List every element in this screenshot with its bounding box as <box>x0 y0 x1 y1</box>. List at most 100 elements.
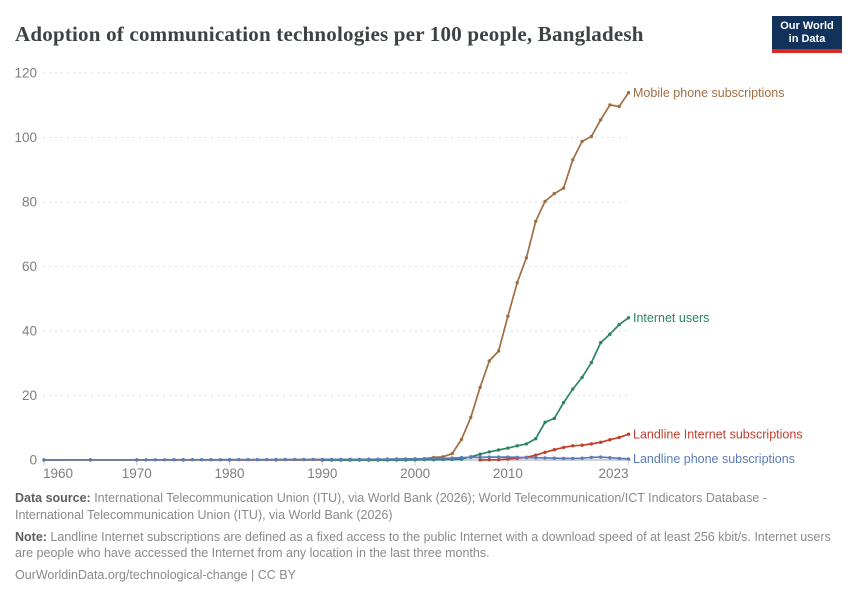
series-label-internet-users[interactable]: Internet users <box>633 311 709 325</box>
series-point <box>283 457 287 462</box>
series-point <box>237 457 241 462</box>
y-tick-label-0: 0 <box>29 453 37 468</box>
series-point <box>543 420 547 424</box>
series-point <box>571 456 575 461</box>
series-point <box>534 453 538 457</box>
series-point <box>589 442 594 446</box>
series-point <box>617 322 621 327</box>
series-point <box>478 455 482 460</box>
series-point <box>274 457 278 462</box>
series-point <box>571 387 575 391</box>
series-point <box>589 455 594 460</box>
series-point <box>478 458 482 462</box>
series-point <box>543 456 547 460</box>
series-point <box>561 445 566 450</box>
series-point <box>534 456 538 460</box>
series-point <box>571 444 575 448</box>
series-point <box>394 457 399 461</box>
series-point <box>450 451 454 456</box>
series-point <box>599 455 603 459</box>
series-point <box>617 435 621 440</box>
owid-link[interactable]: OurWorldinData.org/technological-change … <box>15 568 296 582</box>
owid-logo-line1: Our World <box>780 20 834 32</box>
x-tick-label-1970: 1970 <box>122 466 152 481</box>
series-point <box>524 442 529 446</box>
y-tick-label-40: 40 <box>22 324 37 339</box>
series-point <box>496 448 501 452</box>
series-point <box>496 349 501 353</box>
series-point <box>543 199 547 204</box>
series-point <box>339 457 343 461</box>
series-point <box>608 332 612 336</box>
series-point <box>534 219 538 223</box>
series-point <box>469 455 473 460</box>
series-point <box>311 457 315 462</box>
series-point <box>515 444 519 448</box>
series-point <box>190 458 195 462</box>
owid-logo-line2: in Data <box>788 33 826 45</box>
series-point <box>348 457 352 461</box>
series-line-mobile-phone-subscriptions[interactable] <box>44 92 630 461</box>
series-point <box>88 458 93 462</box>
y-tick-label-120: 120 <box>14 66 37 81</box>
series-point <box>552 191 556 196</box>
series-point <box>172 458 176 462</box>
series-point <box>506 314 510 318</box>
series-point <box>487 458 491 462</box>
y-tick-label-60: 60 <box>22 259 37 274</box>
series-line-landline-internet-subscriptions[interactable] <box>480 433 629 461</box>
series-landline-internet-subscriptions[interactable]: Landline Internet subscriptions <box>478 427 803 462</box>
series-point <box>487 455 491 459</box>
note-label: Note: <box>15 529 47 544</box>
x-tick-label-1960: 1960 <box>43 466 73 481</box>
series-point <box>487 450 491 454</box>
series-point <box>580 139 584 144</box>
series-point <box>320 457 324 462</box>
y-tick-label-80: 80 <box>22 195 37 210</box>
series-mobile-phone-subscriptions[interactable]: Mobile phone subscriptions <box>42 86 784 462</box>
series-label-landline-internet-subscriptions[interactable]: Landline Internet subscriptions <box>633 427 803 441</box>
series-point <box>450 456 454 460</box>
series-point <box>524 455 529 460</box>
series-point <box>487 359 491 363</box>
series-point <box>302 457 306 462</box>
series-point <box>478 452 482 456</box>
series-point <box>617 456 621 461</box>
series-landline-phone-subscriptions[interactable]: Landline phone subscriptions <box>42 452 795 466</box>
series-point <box>589 134 594 139</box>
series-point <box>459 437 464 442</box>
x-tick-label-2010: 2010 <box>493 466 523 481</box>
series-point <box>413 457 417 461</box>
series-point <box>589 360 594 365</box>
series-point <box>181 458 185 462</box>
chart-footer: Data source: International Telecommunica… <box>15 490 835 589</box>
series-point <box>506 446 510 450</box>
series-point <box>42 458 46 462</box>
series-point <box>571 158 575 162</box>
series-point <box>534 437 538 441</box>
series-point <box>367 457 371 461</box>
line-chart[interactable]: 0 20 40 60 80 100 120 1960 1970 1980 1990 2000 2010 2… <box>0 60 850 488</box>
series-point <box>543 450 547 454</box>
y-tick-label-100: 100 <box>14 130 37 145</box>
series-point <box>599 340 603 345</box>
x-tick-label-2000: 2000 <box>400 466 430 481</box>
series-point <box>376 457 380 461</box>
y-tick-label-20: 20 <box>22 388 37 403</box>
series-line-internet-users[interactable] <box>322 317 630 461</box>
series-point <box>432 456 436 461</box>
series-point <box>515 280 519 285</box>
series-point <box>357 457 362 461</box>
series-point <box>227 457 232 462</box>
series-label-landline-phone-subscriptions[interactable]: Landline phone subscriptions <box>633 452 795 466</box>
series-point <box>478 385 482 390</box>
data-source-text: Data source: International Telecommunica… <box>15 491 767 522</box>
series-label-mobile-phone-subscriptions[interactable]: Mobile phone subscriptions <box>633 86 784 100</box>
series-point <box>255 457 260 462</box>
series-point <box>144 458 148 462</box>
page-title: Adoption of communication technologies p… <box>15 22 644 46</box>
note-text: Note: Landline Internet subscriptions ar… <box>15 529 831 561</box>
series-point <box>404 457 408 461</box>
owid-logo[interactable]: Our World in Data <box>772 16 842 53</box>
